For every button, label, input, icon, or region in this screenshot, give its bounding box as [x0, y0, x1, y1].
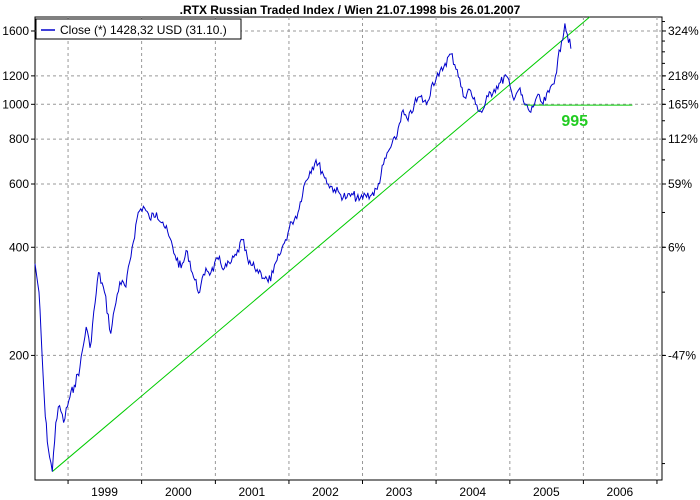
- trendline: [52, 16, 590, 472]
- x-tick-label: 2003: [386, 485, 413, 499]
- x-tick-label: 2006: [607, 485, 634, 499]
- x-tick-label: 2005: [533, 485, 560, 499]
- x-tick-label: 2002: [312, 485, 339, 499]
- x-tick-label: 2001: [239, 485, 266, 499]
- y-tick-label-right: 165%: [668, 97, 699, 111]
- x-tick-label: 1999: [91, 485, 118, 499]
- x-tick-label: 2004: [459, 485, 486, 499]
- trend-layer: [52, 16, 633, 472]
- y-tick-label-right: -47%: [668, 348, 696, 362]
- annotation-995: 995: [561, 113, 588, 130]
- y-tick-label-right: 59%: [668, 177, 692, 191]
- annotation-layer: 995: [561, 113, 588, 130]
- y-tick-label-left: 1000: [2, 97, 29, 111]
- y-tick-label-right: 324%: [668, 24, 699, 38]
- y-tick-label-right: 6%: [668, 240, 686, 254]
- legend: Close (*) 1428,32 USD (31.10.): [35, 18, 242, 40]
- y-tick-label-right: 112%: [668, 132, 698, 146]
- plot-frame: [34, 16, 663, 481]
- y-tick-label-left: 800: [9, 132, 29, 146]
- axis-layer: 1999 2000 2001 2002 2003 2004 2005 2006 200 400 60…: [2, 21, 699, 499]
- y-tick-label-right: 218%: [668, 69, 699, 83]
- series-line-close: [34, 23, 572, 472]
- y-tick-label-left: 600: [9, 177, 29, 191]
- legend-box: [35, 18, 242, 40]
- y-tick-label-left: 400: [9, 240, 29, 254]
- series-layer: [34, 23, 572, 472]
- legend-entry: Close (*) 1428,32 USD (31.10.): [60, 23, 227, 37]
- y-tick-label-left: 1600: [2, 24, 29, 38]
- grid-layer: [35, 17, 662, 480]
- x-tick-label: 2000: [165, 485, 192, 499]
- y-tick-label-left: 1200: [2, 69, 29, 83]
- y-tick-label-left: 200: [9, 348, 29, 362]
- chart-title: .RTX Russian Traded Index / Wien 21.07.1…: [180, 3, 521, 17]
